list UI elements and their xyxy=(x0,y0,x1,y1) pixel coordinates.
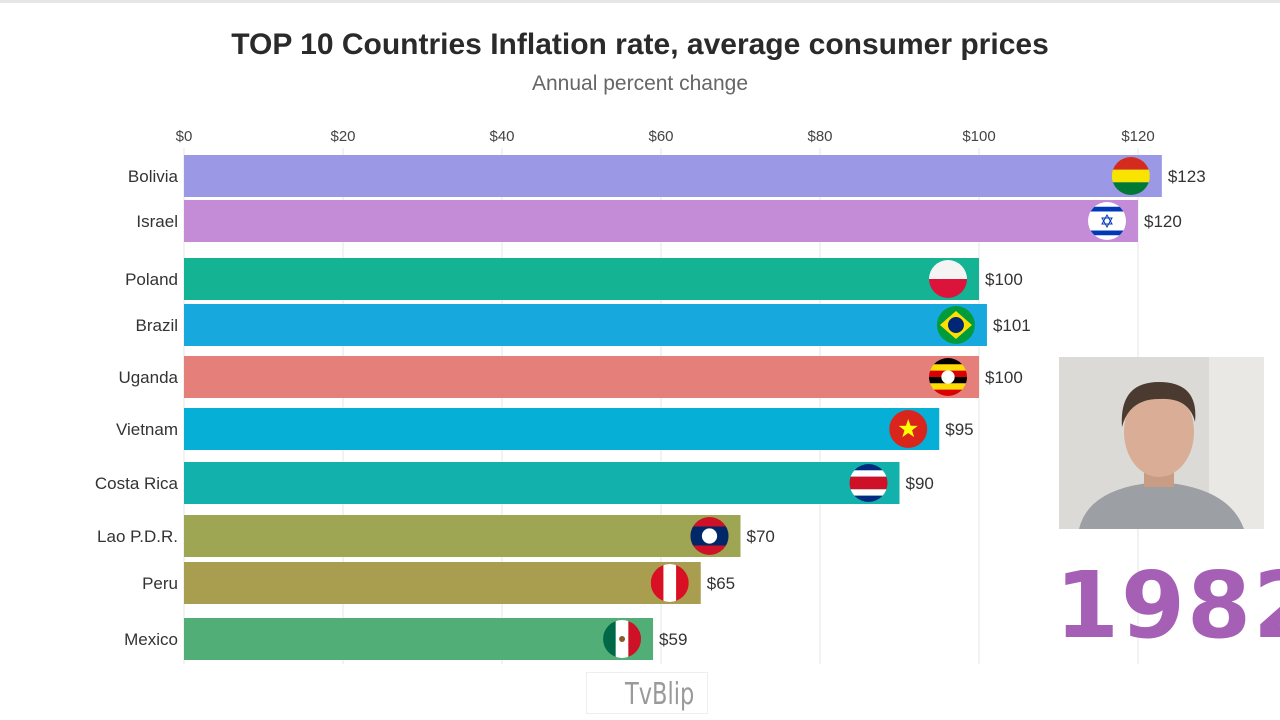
costa-rica-flag-icon xyxy=(849,464,888,502)
value-label: $123 xyxy=(1168,167,1206,186)
bar-mexico xyxy=(184,618,654,660)
category-label: Bolivia xyxy=(128,167,179,186)
uganda-flag-icon xyxy=(929,358,967,396)
year-label: 1982 xyxy=(1055,552,1280,659)
israel-flag-icon xyxy=(1088,202,1126,240)
category-label: Israel xyxy=(136,212,178,231)
bar-vietnam xyxy=(184,408,940,450)
value-label: $59 xyxy=(659,630,687,649)
x-tick-label: $20 xyxy=(330,128,355,145)
laos-flag-icon xyxy=(690,517,729,555)
category-label: Poland xyxy=(125,270,178,289)
value-label: $100 xyxy=(985,368,1023,387)
bar-lao-p-d-r- xyxy=(184,515,741,557)
value-label: $100 xyxy=(985,270,1023,289)
top-border xyxy=(0,0,1280,3)
bar-bolivia xyxy=(184,155,1162,197)
webcam-overlay xyxy=(1059,357,1264,529)
value-label: $101 xyxy=(993,316,1031,335)
category-label: Vietnam xyxy=(116,420,178,439)
x-tick-label: $0 xyxy=(176,128,193,145)
x-tick-label: $40 xyxy=(489,128,514,145)
watermark-text: TvBlip xyxy=(625,677,695,712)
value-label: $65 xyxy=(707,574,735,593)
mexico-flag-icon xyxy=(603,620,642,658)
bar-israel xyxy=(184,200,1138,242)
chart-subtitle: Annual percent change xyxy=(532,72,748,95)
category-label: Lao P.D.R. xyxy=(97,527,178,546)
x-tick-label: $80 xyxy=(807,128,832,145)
category-label: Uganda xyxy=(118,368,178,387)
value-label: $95 xyxy=(945,420,973,439)
category-label: Brazil xyxy=(135,316,178,335)
chart-title: TOP 10 Countries Inflation rate, average… xyxy=(231,28,1049,61)
bar-peru xyxy=(184,562,701,604)
x-tick-label: $100 xyxy=(962,128,995,145)
bolivia-flag-icon xyxy=(1111,157,1150,195)
value-label: $120 xyxy=(1144,212,1182,231)
x-tick-label: $60 xyxy=(648,128,673,145)
poland-flag-icon xyxy=(929,260,967,298)
category-label: Mexico xyxy=(124,630,178,649)
x-tick-label: $120 xyxy=(1121,128,1154,145)
peru-flag-icon xyxy=(650,564,689,602)
bar-uganda xyxy=(184,356,979,398)
category-label: Peru xyxy=(142,574,178,593)
watermark: TvBlip xyxy=(586,672,708,714)
brazil-flag-icon xyxy=(936,306,975,344)
bar-costa-rica xyxy=(184,462,900,504)
vietnam-flag-icon xyxy=(889,410,928,448)
bar-poland xyxy=(184,258,979,300)
bar-brazil xyxy=(184,304,987,346)
category-label: Costa Rica xyxy=(95,474,179,493)
value-label: $90 xyxy=(906,474,934,493)
value-label: $70 xyxy=(747,527,775,546)
